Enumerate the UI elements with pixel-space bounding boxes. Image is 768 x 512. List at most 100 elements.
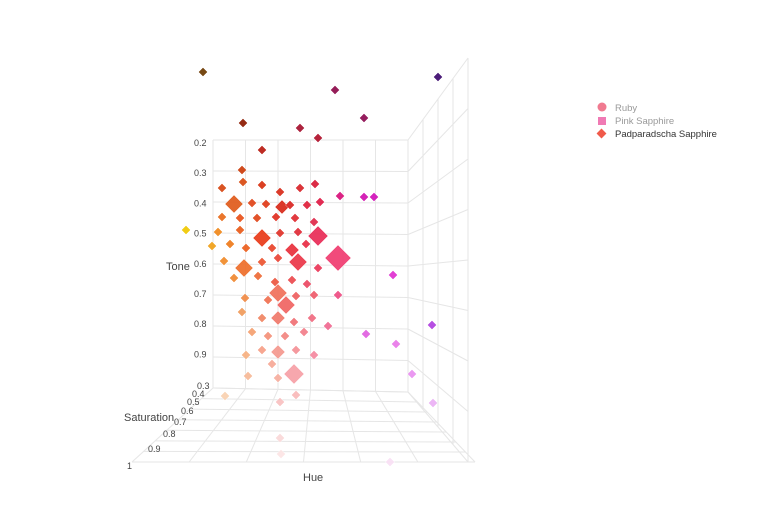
data-point-diamond [293,227,303,237]
data-point-diamond [276,295,296,315]
legend-item-pink-sapphire[interactable]: Pink Sapphire [598,116,674,127]
grid-line [178,419,437,423]
tone-axis-title: Tone [166,261,190,273]
saturation-tick-label: 0.6 [181,406,194,416]
grid-line [342,390,362,463]
data-point-diamond [391,339,401,349]
data-point-diamond [207,241,217,251]
data-point-diamond [257,180,267,190]
saturation-tick-label: 0.5 [187,397,200,407]
saturation-tick-label: 0.4 [192,389,205,399]
data-point-diamond [217,212,227,222]
data-point-diamond [428,398,438,408]
data-point-diamond [323,321,333,331]
data-point-diamond [284,242,300,258]
data-point-diamond [270,344,286,360]
data-point-diamond [388,270,398,280]
data-point-diamond [307,313,317,323]
data-point-diamond [291,345,301,355]
data-point-diamond [238,118,248,128]
grid-line [166,429,447,433]
tone-tick-label: 0.2 [194,138,207,148]
data-point-diamond [324,244,352,272]
data-point-diamond [270,310,286,326]
data-point-diamond [217,183,227,193]
data-point-diamond [287,275,297,285]
legend-ruby-marker [597,102,607,112]
data-point-diamond [273,253,283,263]
legend-pink-sapphire-label: Pink Sapphire [615,116,674,127]
data-point-diamond [407,369,417,379]
data-point-diamond [213,227,223,237]
data-point-diamond [315,197,325,207]
data-point-diamond [275,433,285,443]
tone-axis-ticks: 0.2 0.3 0.4 0.5 0.6 0.7 0.8 0.9 [194,138,207,359]
saturation-tick-label: 1 [127,461,132,471]
data-point-diamond [291,291,301,301]
data-point-diamond [261,199,271,209]
data-point-diamond [253,271,263,281]
data-point-diamond [285,200,295,210]
grid-line [407,391,476,463]
grid-line [143,450,466,453]
data-point-diamond [289,317,299,327]
data-point-diamond [220,391,230,401]
legend-item-ruby[interactable]: Ruby [597,102,638,115]
data-point-diamond [257,345,267,355]
grid-line [188,388,246,463]
data-point-diamond [252,228,272,248]
data-point-diamond [275,187,285,197]
tone-tick-label: 0.3 [194,168,207,178]
data-point-diamond [263,331,273,341]
data-point-diamond [280,331,290,341]
data-point-diamond [257,257,267,267]
data-point-diamond [267,359,277,369]
grid-line [201,398,418,403]
data-point-diamond [238,177,248,187]
data-point-diamond [335,191,345,201]
grid-line [155,440,456,443]
data-point-diamond [235,225,245,235]
tone-tick-label: 0.6 [194,259,207,269]
data-point-diamond [225,239,235,249]
data-point-diamond [283,363,305,385]
data-point-diamond [267,243,277,253]
data-point-diamond [241,243,251,253]
tone-tick-label: 0.5 [194,229,207,239]
data-point-diamond [295,183,305,193]
grid-line [189,408,428,413]
saturation-tick-label: 0.9 [148,444,161,454]
data-point-diamond [241,350,251,360]
data-point-diamond [273,373,283,383]
legend: Ruby Pink Sapphire Padparadscha Sapphire [596,102,717,140]
legend-pink-sapphire-marker [598,117,606,125]
grid-line [303,389,311,463]
data-point-diamond [257,313,267,323]
data-point-diamond [385,457,395,467]
saturation-axis-ticks: 0.30.40.50.60.7 0.80.9 1 [127,381,210,471]
data-point-diamond [268,283,288,303]
legend-item-padparadscha-sapphire[interactable]: Padparadscha Sapphire [596,128,717,140]
data-point-diamond [302,279,312,289]
data-point-diamond [309,290,319,300]
data-point-diamond [299,327,309,337]
tone-tick-label: 0.7 [194,289,207,299]
grid-line [131,387,214,463]
data-point-diamond [291,390,301,400]
data-point-diamond [290,213,300,223]
data-point-diamond [240,293,250,303]
data-points [181,67,443,467]
data-point-diamond [263,295,273,305]
tone-tick-label: 0.9 [194,349,207,359]
legend-ruby-label: Ruby [615,103,637,114]
data-point-diamond [275,228,285,238]
data-point-diamond [237,165,247,175]
data-point-diamond [271,212,281,222]
data-point-diamond [307,225,329,247]
data-point-diamond [301,239,311,249]
data-point-diamond [369,192,379,202]
data-point-diamond [330,85,340,95]
data-point-diamond [229,273,239,283]
tone-tick-label: 0.8 [194,319,207,329]
